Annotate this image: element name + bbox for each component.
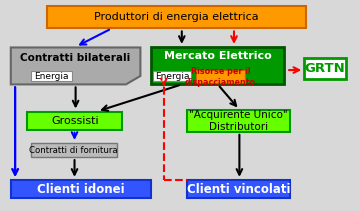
Text: Energia: Energia xyxy=(34,72,68,81)
FancyBboxPatch shape xyxy=(47,6,306,28)
FancyBboxPatch shape xyxy=(187,180,290,198)
Text: Clienti vincolati: Clienti vincolati xyxy=(187,183,290,196)
FancyBboxPatch shape xyxy=(304,58,346,79)
FancyBboxPatch shape xyxy=(187,110,290,132)
Text: "Acquirente Unico"
Distributori: "Acquirente Unico" Distributori xyxy=(189,110,288,132)
FancyBboxPatch shape xyxy=(31,71,72,81)
FancyBboxPatch shape xyxy=(11,180,151,198)
Text: Contratti di fornitura: Contratti di fornitura xyxy=(30,146,118,154)
Text: Energia: Energia xyxy=(155,72,189,81)
Text: Clienti idonei: Clienti idonei xyxy=(37,183,125,196)
Text: Grossisti: Grossisti xyxy=(51,116,99,126)
Text: GRTN: GRTN xyxy=(305,62,345,75)
FancyBboxPatch shape xyxy=(151,47,284,84)
Polygon shape xyxy=(11,47,140,84)
Text: Mercato Elettrico: Mercato Elettrico xyxy=(164,51,272,61)
Text: Contratti bilaterali: Contratti bilaterali xyxy=(21,53,131,63)
FancyBboxPatch shape xyxy=(196,70,245,83)
FancyBboxPatch shape xyxy=(27,112,122,130)
Text: Risorse per il
dispacciamento: Risorse per il dispacciamento xyxy=(185,67,256,87)
FancyBboxPatch shape xyxy=(31,143,117,157)
FancyBboxPatch shape xyxy=(153,71,191,81)
Text: Produttori di energia elettrica: Produttori di energia elettrica xyxy=(94,12,259,22)
